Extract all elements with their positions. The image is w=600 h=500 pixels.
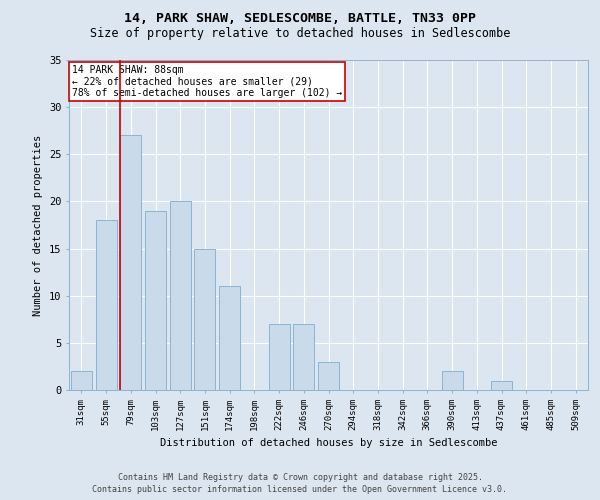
Bar: [442, 371, 463, 390]
Bar: [318, 362, 339, 390]
Bar: [269, 324, 290, 390]
Bar: [95, 220, 116, 390]
Text: Size of property relative to detached houses in Sedlescombe: Size of property relative to detached ho…: [90, 28, 510, 40]
Text: Contains HM Land Registry data © Crown copyright and database right 2025.
Contai: Contains HM Land Registry data © Crown c…: [92, 472, 508, 494]
Bar: [145, 211, 166, 390]
Bar: [219, 286, 240, 390]
Y-axis label: Number of detached properties: Number of detached properties: [34, 134, 43, 316]
Bar: [491, 380, 512, 390]
Text: 14, PARK SHAW, SEDLESCOMBE, BATTLE, TN33 0PP: 14, PARK SHAW, SEDLESCOMBE, BATTLE, TN33…: [124, 12, 476, 26]
Bar: [170, 202, 191, 390]
Bar: [194, 248, 215, 390]
X-axis label: Distribution of detached houses by size in Sedlescombe: Distribution of detached houses by size …: [160, 438, 497, 448]
Bar: [120, 136, 141, 390]
Text: 14 PARK SHAW: 88sqm
← 22% of detached houses are smaller (29)
78% of semi-detach: 14 PARK SHAW: 88sqm ← 22% of detached ho…: [71, 65, 342, 98]
Bar: [71, 371, 92, 390]
Bar: [293, 324, 314, 390]
